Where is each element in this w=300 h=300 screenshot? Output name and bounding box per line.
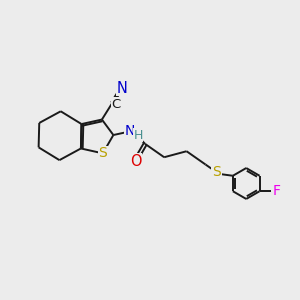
Text: O: O xyxy=(130,154,142,169)
Text: N: N xyxy=(117,81,128,96)
Text: C: C xyxy=(112,98,121,111)
Text: H: H xyxy=(134,129,143,142)
Text: S: S xyxy=(98,146,107,160)
Text: S: S xyxy=(212,165,221,179)
Text: F: F xyxy=(272,184,280,198)
Text: N: N xyxy=(124,124,135,139)
